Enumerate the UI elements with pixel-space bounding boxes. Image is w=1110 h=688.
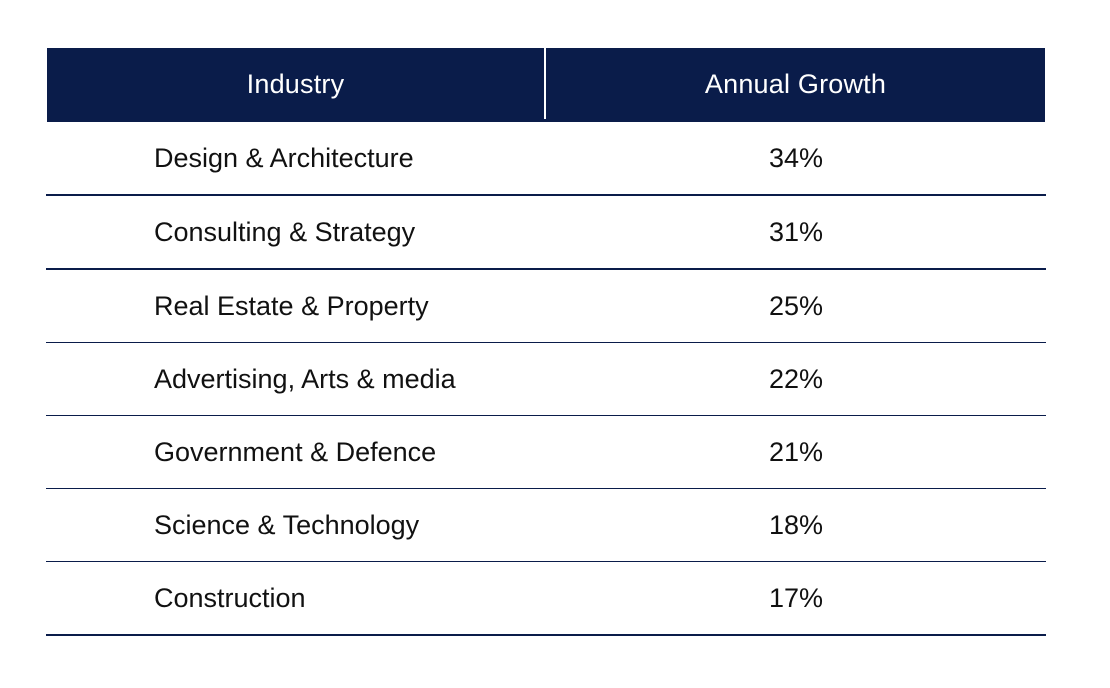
industry-cell: Advertising, Arts & media	[154, 363, 456, 394]
table-row: Real Estate & Property 25%	[46, 270, 1046, 343]
industry-cell: Construction	[154, 582, 306, 613]
table-row: Advertising, Arts & media 22%	[46, 343, 1046, 416]
industry-cell: Real Estate & Property	[154, 290, 429, 321]
industry-cell: Science & Technology	[154, 509, 420, 540]
growth-cell: 25%	[768, 290, 824, 321]
growth-cell: 22%	[768, 363, 824, 394]
growth-cell: 31%	[768, 216, 824, 247]
growth-cell: 18%	[768, 509, 824, 540]
growth-cell: 21%	[768, 436, 824, 467]
industry-growth-table: Industry Annual Growth Design & Architec…	[46, 48, 1046, 636]
table-row: Government & Defence 21%	[46, 416, 1046, 489]
header-industry: Industry	[246, 69, 345, 99]
header-divider	[544, 48, 546, 119]
industry-cell: Government & Defence	[154, 436, 437, 467]
table-row: Design & Architecture 34%	[46, 122, 1046, 196]
industry-cell: Design & Architecture	[154, 142, 414, 173]
table-row: Consulting & Strategy 31%	[46, 196, 1046, 270]
table-header: Industry Annual Growth	[47, 48, 1045, 122]
industry-cell: Consulting & Strategy	[154, 216, 416, 247]
header-annual-growth: Annual Growth	[704, 69, 887, 99]
growth-cell: 17%	[768, 582, 824, 613]
growth-cell: 34%	[768, 142, 824, 173]
table-row: Science & Technology 18%	[46, 489, 1046, 562]
table-row: Construction 17%	[46, 562, 1046, 636]
